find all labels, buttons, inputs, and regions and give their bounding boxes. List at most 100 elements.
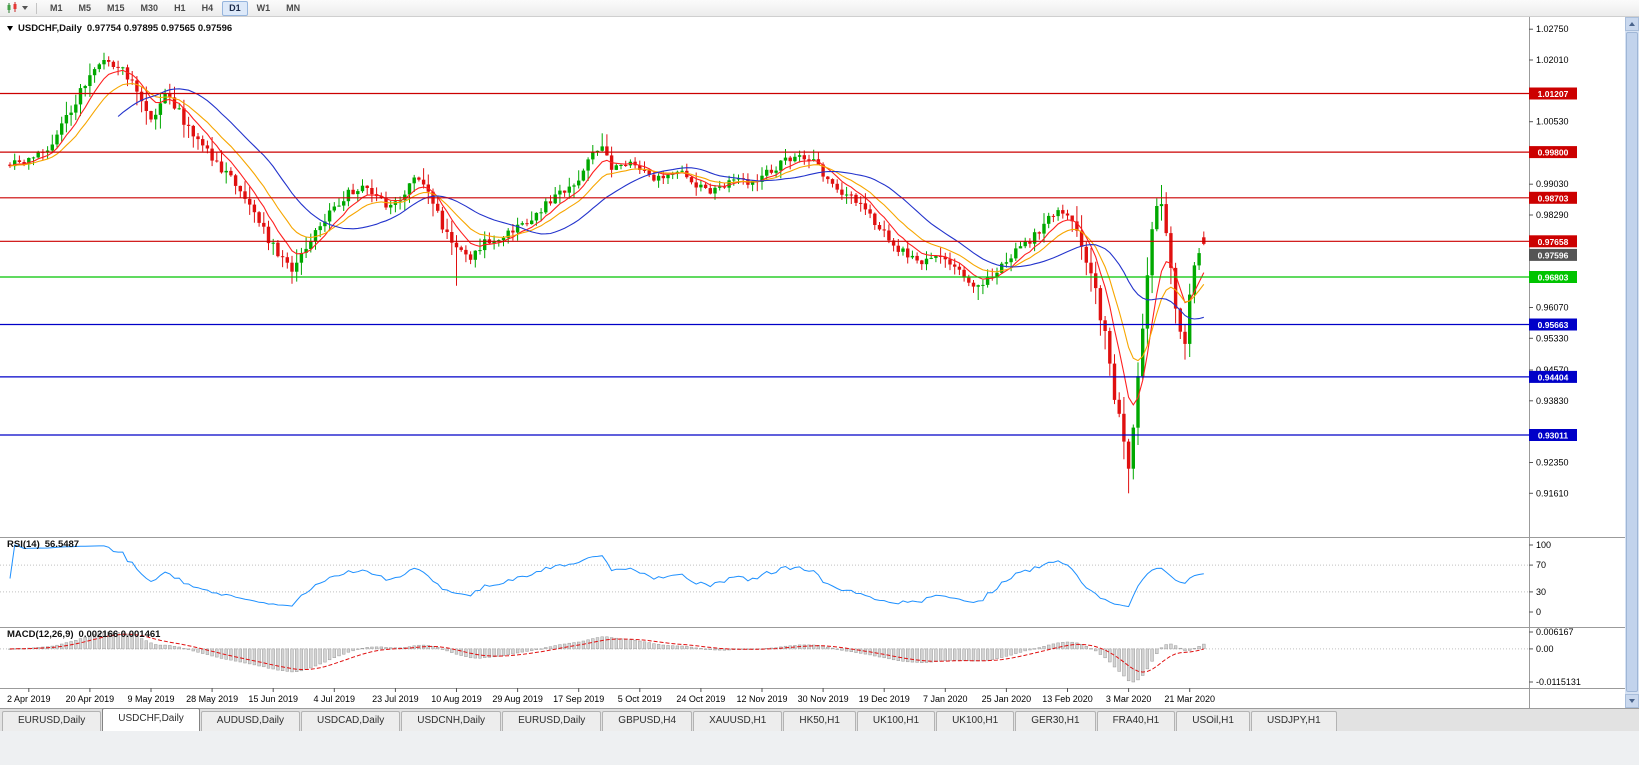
svg-text:21 Mar 2020: 21 Mar 2020 (1164, 694, 1215, 704)
svg-text:25 Jan 2020: 25 Jan 2020 (982, 694, 1032, 704)
svg-text:0.91610: 0.91610 (1536, 488, 1569, 498)
chart-tab-6-gbpusd-h4[interactable]: GBPUSD,H4 (602, 711, 693, 731)
scroll-up-button[interactable] (1625, 17, 1639, 31)
timeframe-buttons: M1 M5 M15 M30 H1 H4 D1 W1 MN (42, 0, 308, 16)
svg-text:0.98290: 0.98290 (1536, 210, 1569, 220)
svg-text:0.94404: 0.94404 (1538, 372, 1569, 382)
timeframe-button-m30[interactable]: M30 (140, 2, 159, 13)
chart-tab-8-hk50-h1[interactable]: HK50,H1 (783, 711, 856, 731)
svg-text:12 Nov 2019: 12 Nov 2019 (736, 694, 787, 704)
macd-histogram (8, 631, 1206, 683)
horizontal-level-lines[interactable] (0, 92, 1529, 436)
macd-signal-line (9, 633, 1204, 673)
rsi-line (9, 544, 1204, 608)
svg-text:0.00: 0.00 (1536, 644, 1554, 654)
svg-text:0.96070: 0.96070 (1536, 303, 1569, 313)
timeframe-button-d1[interactable]: D1 (222, 0, 248, 16)
macd-values: 0.002166 0.001461 (78, 629, 161, 640)
svg-text:-0.0115131: -0.0115131 (1536, 677, 1581, 687)
symbol-timeframe-label: USDCHF,Daily (18, 23, 82, 34)
svg-text:10 Aug 2019: 10 Aug 2019 (431, 694, 482, 704)
chart-tab-11-ger30-h1[interactable]: GER30,H1 (1015, 711, 1096, 731)
svg-text:0.99030: 0.99030 (1536, 179, 1569, 189)
ma-sma24-line (117, 88, 1204, 320)
ohlc-values: 0.97754 0.97895 0.97565 0.97596 (86, 23, 233, 34)
arrow-down-icon (1629, 699, 1635, 703)
timeframe-button-h1[interactable]: H1 (174, 2, 186, 13)
chart-tab-13-usoil-h1[interactable]: USOil,H1 (1176, 711, 1250, 731)
chart-tab-4-usdcnh-daily[interactable]: USDCNH,Daily (401, 711, 502, 731)
timeframe-button-m15[interactable]: M15 (107, 2, 125, 13)
svg-text:1.02010: 1.02010 (1536, 55, 1569, 65)
chart-tab-10-uk100-h1[interactable]: UK100,H1 (936, 711, 1015, 731)
chart-svg[interactable]: 1.02750 1.02010 1.00530 0.99030 0.98290 0.960… (0, 17, 1625, 708)
chart-tab-9-uk100-h1[interactable]: UK100,H1 (856, 711, 936, 731)
timeframe-toolbar: M1 M5 M15 M30 H1 H4 D1 W1 MN (0, 0, 1639, 17)
arrow-up-icon (1629, 22, 1635, 26)
svg-text:9 May 2019: 9 May 2019 (127, 694, 174, 704)
chart-tab-5-eurusd-daily[interactable]: EURUSD,Daily (502, 711, 602, 731)
svg-text:7 Jan 2020: 7 Jan 2020 (923, 694, 968, 704)
price-axis-labels: 1.02750 1.02010 1.00530 0.99030 0.98290 0.960… (1529, 24, 1569, 498)
chart-tab-2-audusd-daily[interactable]: AUDUSD,Daily (200, 711, 301, 731)
svg-text:20 Apr 2019: 20 Apr 2019 (66, 694, 115, 704)
rsi-value: 56.5487 (44, 539, 80, 550)
timeframe-button-m1[interactable]: M1 (50, 2, 63, 13)
chart-tab-1-usdchf-daily[interactable]: USDCHF,Daily (102, 708, 200, 731)
svg-text:0.96803: 0.96803 (1538, 273, 1569, 283)
price-axis[interactable] (1529, 17, 1625, 688)
current-price-label-box (1529, 248, 1577, 261)
time-axis-labels: 2 Apr 2019 20 Apr 2019 9 May 2019 28 May 20… (7, 688, 1215, 704)
svg-text:1.01207: 1.01207 (1538, 89, 1569, 99)
toolbar-separator (36, 2, 37, 14)
svg-text:0.98703: 0.98703 (1538, 193, 1569, 203)
timeframe-button-m5[interactable]: M5 (78, 2, 92, 13)
svg-text:0.95663: 0.95663 (1538, 320, 1569, 330)
macd-indicator-label: MACD(12,26,9) 0.002166 0.001461 (7, 629, 165, 640)
svg-text:0.97658: 0.97658 (1538, 237, 1569, 247)
rsi-indicator-label: RSI(14) 56.5487 (7, 539, 84, 550)
symbol-marker-icon (7, 26, 13, 31)
svg-text:30 Nov 2019: 30 Nov 2019 (798, 694, 849, 704)
rsi-name: RSI(14) (7, 539, 40, 550)
timeframe-button-mn[interactable]: MN (286, 2, 301, 13)
chart-tab-7-xauusd-h1[interactable]: XAUUSD,H1 (693, 711, 783, 731)
svg-text:30: 30 (1536, 587, 1546, 597)
svg-text:19 Dec 2019: 19 Dec 2019 (859, 694, 910, 704)
timeframe-button-h4[interactable]: H4 (201, 2, 214, 13)
timeframe-button-w1[interactable]: W1 (256, 2, 271, 13)
chart-type-button[interactable] (3, 2, 31, 14)
svg-text:0.97596: 0.97596 (1538, 250, 1569, 260)
scroll-down-button[interactable] (1625, 694, 1639, 708)
chart-area[interactable]: 1.02750 1.02010 1.00530 0.99030 0.98290 0.960… (0, 17, 1625, 708)
chart-tab-3-usdcad-daily[interactable]: USDCAD,Daily (301, 711, 401, 731)
svg-text:4 Jul 2019: 4 Jul 2019 (314, 694, 356, 704)
svg-text:13 Feb 2020: 13 Feb 2020 (1042, 694, 1093, 704)
svg-text:0.95330: 0.95330 (1536, 333, 1569, 343)
vertical-scrollbar[interactable] (1625, 17, 1639, 708)
candlestick-chart-icon (7, 2, 17, 13)
ma-ema7-line (9, 69, 1205, 406)
scrollbar-thumb[interactable] (1626, 32, 1638, 692)
macd-name: MACD(12,26,9) (7, 629, 74, 640)
svg-text:29 Aug 2019: 29 Aug 2019 (492, 694, 543, 704)
chevron-down-icon (22, 6, 28, 10)
svg-text:3 Mar 2020: 3 Mar 2020 (1106, 694, 1152, 704)
chart-tab-0-eurusd-daily[interactable]: EURUSD,Daily (2, 711, 102, 731)
svg-text:5 Oct 2019: 5 Oct 2019 (618, 694, 662, 704)
svg-text:70: 70 (1536, 560, 1546, 570)
level-price-labels: 1.01207 0.99800 0.98703 0.97658 0.96803 0.956… (1529, 87, 1577, 441)
svg-text:0.99800: 0.99800 (1538, 148, 1569, 158)
svg-text:24 Oct 2019: 24 Oct 2019 (676, 694, 725, 704)
chart-tab-bar: EURUSD,Daily USDCHF,Daily AUDUSD,Daily USDC… (0, 708, 1639, 731)
svg-text:1.02750: 1.02750 (1536, 24, 1569, 34)
svg-text:28 May 2019: 28 May 2019 (186, 694, 238, 704)
svg-text:0.93011: 0.93011 (1538, 431, 1569, 441)
svg-text:0.93830: 0.93830 (1536, 396, 1569, 406)
time-axis[interactable] (0, 688, 1529, 708)
chart-tab-14-usdjpy-h1[interactable]: USDJPY,H1 (1250, 711, 1337, 731)
svg-text:2 Apr 2019: 2 Apr 2019 (7, 694, 51, 704)
ma-ema14-line (9, 82, 1205, 362)
svg-text:0.94570: 0.94570 (1536, 365, 1569, 375)
chart-tab-12-fra40-h1[interactable]: FRA40,H1 (1096, 711, 1176, 731)
